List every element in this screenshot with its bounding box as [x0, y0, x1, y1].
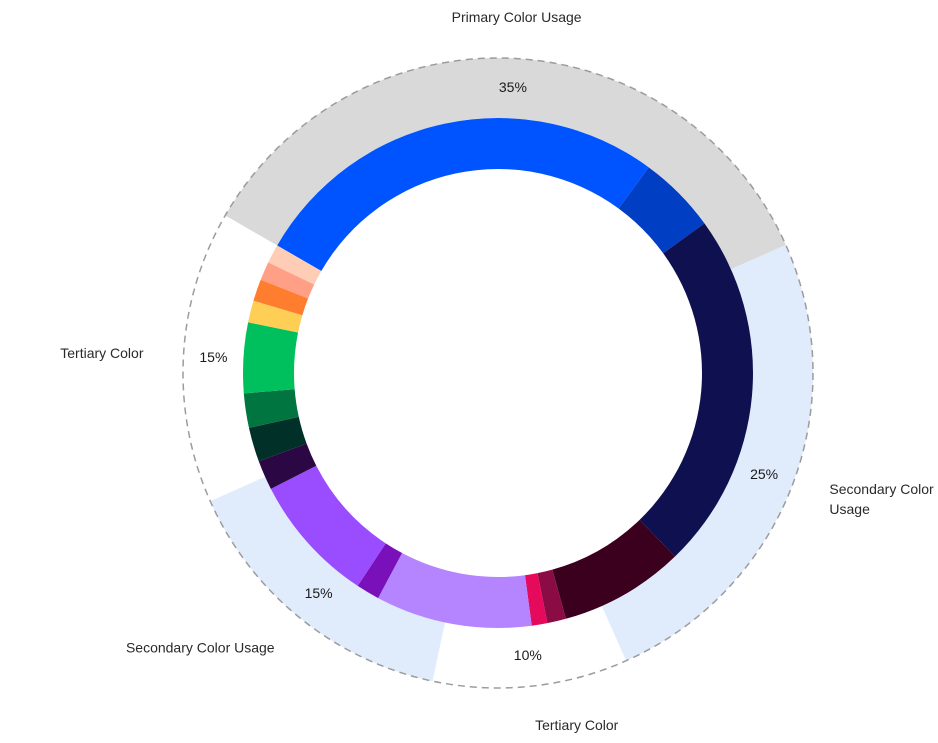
category-label-3: Secondary Color Usage — [126, 640, 275, 656]
category-band-3 — [210, 476, 445, 682]
color-swatch-segment-5 — [524, 573, 548, 626]
category-band-4 — [182, 215, 278, 502]
category-band-2 — [432, 605, 627, 689]
color-swatch-segment-14 — [253, 279, 309, 316]
percent-label-2: 10% — [514, 647, 542, 663]
category-band-1 — [601, 244, 814, 661]
color-swatch-segment-12 — [242, 322, 299, 394]
color-swatch-segment-6 — [378, 553, 532, 629]
color-swatch-segment-7 — [357, 543, 403, 599]
color-swatch-segment-2 — [639, 223, 753, 557]
color-swatch-segment-1 — [618, 167, 705, 254]
category-label-4: Tertiary Color — [60, 345, 144, 361]
color-swatch-segment-4 — [537, 569, 566, 624]
category-label-1: Secondary Color Usage — [829, 481, 934, 517]
color-swatch-segment-11 — [243, 389, 299, 428]
percent-label-4: 15% — [199, 349, 227, 365]
color-swatch-segment-3 — [552, 519, 676, 619]
color-swatch-segment-15 — [260, 262, 315, 299]
color-swatch-segment-13 — [248, 300, 303, 333]
color-swatch-segment-0 — [277, 117, 649, 271]
color-swatch-segment-9 — [258, 443, 317, 489]
percent-label-0: 35% — [499, 79, 527, 95]
category-label-0: Primary Color Usage — [452, 9, 582, 25]
color-swatch-segment-16 — [268, 245, 322, 285]
category-label-2: Tertiary Color — [535, 717, 619, 733]
percent-label-3: 15% — [305, 585, 333, 601]
color-swatch-segment-8 — [270, 465, 386, 586]
percent-label-1: 25% — [750, 466, 778, 482]
category-band-0 — [225, 57, 786, 270]
outer-dashed-outline — [182, 57, 814, 689]
color-swatch-segment-10 — [248, 416, 307, 462]
